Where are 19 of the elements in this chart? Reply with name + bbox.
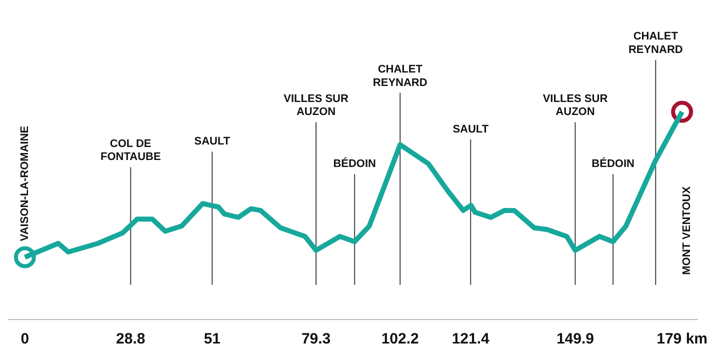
ref-line-label: CHALET REYNARD (628, 30, 683, 56)
annotation: VAISON-LA-ROMAINE (18, 126, 31, 242)
ref-line-label: CHALET REYNARD (372, 64, 428, 89)
ref-line-label: VILLES SUR AUZON (542, 92, 608, 118)
x-tick-label: 28.8 (116, 330, 146, 348)
x-tick-label: 0 (20, 330, 30, 348)
ref-line-label: BÉDOIN (333, 157, 376, 170)
x-tick-label: 102.2 (381, 330, 419, 348)
x-tick-label: 51 (204, 330, 221, 348)
ref-line-label: BÉDOIN (592, 157, 634, 170)
ref-line-label: SAULT (194, 136, 230, 148)
x-tick-label: 79.3 (301, 330, 331, 348)
x-tick-label: 121.4 (452, 330, 490, 348)
x-tick-label: 179 km (656, 330, 708, 348)
annotation: MONT VENTOUX (681, 186, 694, 275)
ref-line-label: SAULT (452, 124, 489, 136)
ref-line-label: COL DE FONTAUBE (100, 138, 161, 164)
ref-line-label: VILLES SUR AUZON (284, 92, 349, 118)
x-tick-label: 149.9 (556, 330, 594, 348)
